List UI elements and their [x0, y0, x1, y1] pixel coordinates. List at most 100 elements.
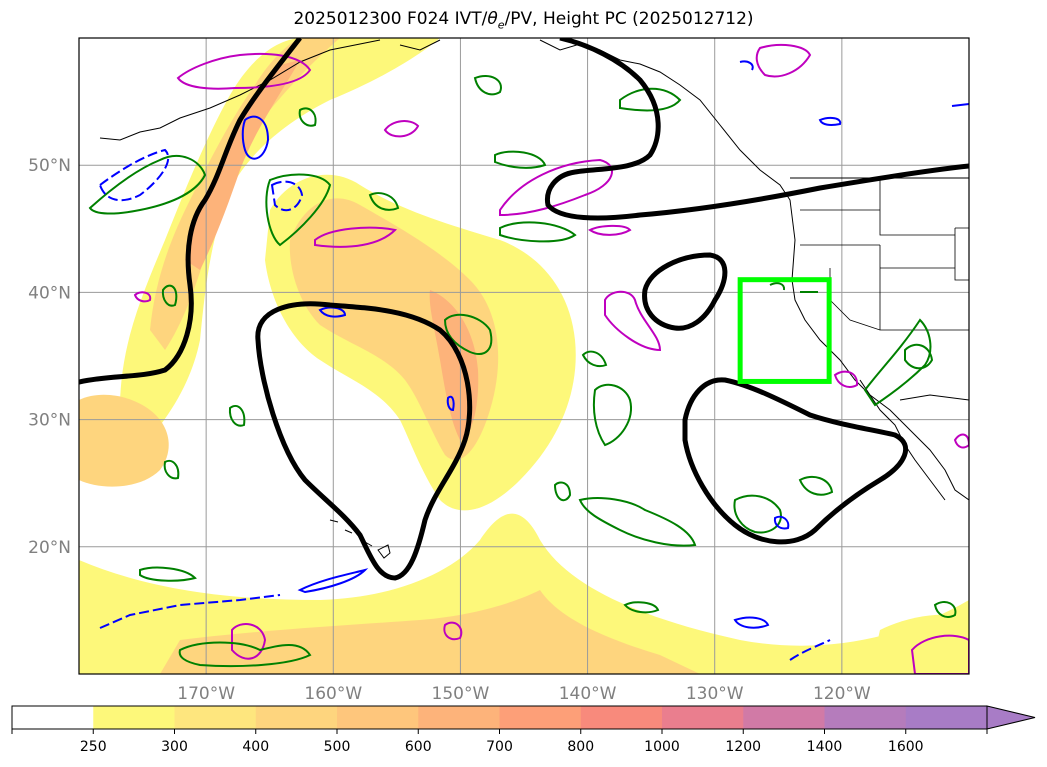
- theta-e-band-1: [578, 497, 697, 547]
- colorbar-label-0: 250: [80, 739, 107, 755]
- theta-e-mid-1: [581, 350, 608, 368]
- theta-e-band-3: [798, 475, 834, 496]
- height-contour-offshore-low: [642, 252, 728, 331]
- pv-blue-canada-2: [818, 116, 842, 126]
- ivt-patch-west: [79, 394, 169, 487]
- colorbar-segment-8: [662, 706, 744, 729]
- pv-blue-small-1: [318, 306, 347, 318]
- pv-blue-south-4: [789, 639, 831, 661]
- colorbar-label-5: 700: [486, 739, 513, 755]
- colorbar-segment-9: [743, 706, 825, 729]
- theta-e-gulf: [494, 150, 547, 169]
- theta-e-mid-2: [592, 383, 632, 447]
- ivt-band-south-inner: [160, 590, 700, 674]
- alaska-coastline: [99, 39, 969, 501]
- pv-contour-gulf-small: [588, 224, 632, 236]
- pv-blue-west: [98, 148, 170, 202]
- lon-label-0: 170°W: [177, 684, 235, 704]
- colorbar-segment-1: [93, 706, 175, 729]
- pv-contour-west-1: [133, 291, 152, 303]
- pv-positive-contours: [98, 60, 969, 661]
- theta-e-south-2: [178, 641, 312, 668]
- colorbar-label-6: 800: [567, 739, 594, 755]
- lat-label-1: 40°N: [28, 283, 71, 303]
- theta-e-canada: [619, 87, 682, 112]
- pv-contour-coast: [833, 370, 859, 388]
- pv-contour-canada: [755, 43, 812, 78]
- pv-blue-south-1: [297, 568, 369, 594]
- theta-subscript: e: [497, 18, 505, 32]
- state-borders: [800, 178, 969, 331]
- pv-contour-south-2: [443, 621, 463, 641]
- pv-contour-gulf: [499, 158, 613, 217]
- pv-blue-canada-1: [739, 60, 754, 71]
- theta-e-gulf-2: [499, 221, 577, 243]
- height-contour-subtropical-low: [682, 377, 909, 545]
- theta-e-coast-2: [904, 343, 934, 370]
- colorbar-segment-2: [174, 706, 257, 729]
- mexico-coastline: [859, 379, 969, 501]
- colorbar: 250 300 400 500 600 700 800 1000 1200 1400 1600: [11, 705, 1036, 755]
- theta-e-alaska: [473, 74, 502, 96]
- pv-blue-central: [270, 180, 304, 212]
- theta-e-mid-3: [553, 481, 572, 502]
- title-suffix: /PV, Height PC (2025012712): [504, 9, 754, 29]
- latitude-labels: 50°N 40°N 30°N 20°N: [28, 156, 71, 558]
- lon-label-5: 120°W: [813, 684, 871, 704]
- pv-blue-coast: [773, 515, 790, 530]
- pv-contour-offshore: [604, 290, 662, 352]
- colorbar-segment-10: [824, 706, 907, 729]
- pv-contour-aleutian: [176, 52, 312, 90]
- height-contour-northwest: [79, 38, 302, 385]
- theta-e-west-1: [161, 284, 178, 307]
- ivt-plume-central-core: [429, 290, 479, 440]
- colorbar-segment-4: [337, 706, 419, 729]
- pv-contour-central-1: [314, 226, 398, 248]
- height-contour-northeast: [544, 38, 969, 221]
- colorbar-label-9: 1400: [807, 739, 843, 755]
- colorbar-segment-6: [499, 706, 582, 729]
- theta-e-north-2: [368, 192, 400, 211]
- map-panel: [79, 38, 969, 674]
- height-contours: [79, 38, 969, 581]
- lat-label-3: 20°N: [28, 538, 71, 558]
- theta-e-northwest: [88, 155, 207, 215]
- pv-contour-north: [383, 120, 420, 138]
- theta-e-band-2: [733, 494, 782, 534]
- colorbar-label-1: 300: [161, 739, 188, 755]
- colorbar-segment-5: [418, 706, 500, 729]
- lat-label-0: 50°N: [28, 156, 71, 176]
- pv-blue-northwest: [241, 115, 270, 160]
- theta-e-west-2: [228, 405, 246, 427]
- lon-label-1: 160°W: [304, 684, 362, 704]
- map-frame: [78, 37, 970, 675]
- pv-contour-south-1: [231, 623, 267, 660]
- pv-blue-east: [951, 103, 969, 107]
- theta-e-north: [265, 173, 332, 247]
- coastline-layer: [99, 39, 969, 559]
- colorbar-segment-7: [580, 706, 663, 729]
- theta-e-north-3: [298, 107, 317, 127]
- colorbar-label-4: 600: [405, 739, 432, 755]
- ivt-shading: [79, 38, 969, 674]
- height-contour-central-low: [255, 301, 473, 581]
- lat-label-2: 30°N: [28, 411, 71, 431]
- theta-e-contours: [88, 74, 957, 668]
- theta-symbol: θ: [487, 9, 498, 29]
- lon-label-4: 130°W: [686, 684, 744, 704]
- theta-e-south-1: [139, 566, 197, 582]
- region-highlight-box: [737, 277, 832, 384]
- colorbar-label-7: 1000: [644, 739, 680, 755]
- colorbar-segment-0: [12, 706, 94, 729]
- pv-contour-east-edge: [953, 433, 969, 449]
- theta-e-southeast: [933, 601, 957, 618]
- colorbar-label-8: 1200: [725, 739, 761, 755]
- theta-e-west-3: [163, 459, 180, 480]
- pv-blue-south-3: [733, 616, 770, 629]
- hawaii-islands: [329, 519, 391, 559]
- title-prefix: 2025012300 F024 IVT/: [293, 9, 488, 29]
- ivt-plume-northwest-core: [185, 60, 300, 270]
- ivt-plume-northwest-inner: [150, 38, 340, 350]
- colorbar-label-2: 400: [242, 739, 269, 755]
